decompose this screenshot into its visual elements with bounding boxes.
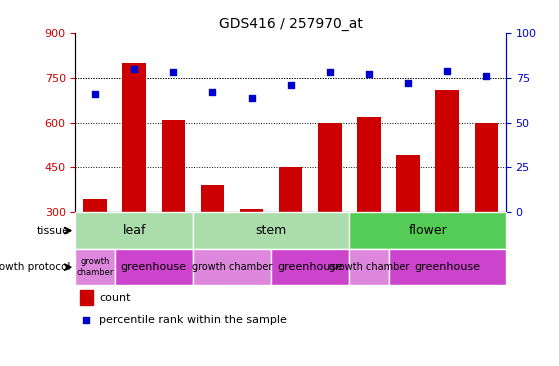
Text: GSM9228: GSM9228: [286, 216, 296, 263]
Point: [82, 317, 91, 323]
Text: GSM9226: GSM9226: [207, 216, 217, 263]
Bar: [162, 120, 185, 212]
Bar: [115, 249, 193, 285]
Bar: [122, 63, 146, 212]
Bar: [428, 212, 467, 282]
Bar: [349, 249, 389, 285]
Point: [404, 80, 413, 86]
Text: flower: flower: [408, 224, 447, 237]
Bar: [193, 249, 271, 285]
Bar: [279, 168, 302, 212]
Bar: [389, 212, 428, 282]
Bar: [232, 212, 271, 282]
Bar: [193, 212, 349, 249]
Bar: [75, 249, 115, 285]
Text: leaf: leaf: [122, 224, 146, 237]
Bar: [80, 290, 93, 305]
Text: GSM9230: GSM9230: [364, 216, 374, 262]
Point: [247, 94, 256, 100]
Bar: [475, 123, 498, 212]
Text: stem: stem: [255, 224, 287, 237]
Bar: [201, 185, 224, 212]
Text: percentile rank within the sample: percentile rank within the sample: [99, 315, 287, 325]
Text: tissue: tissue: [37, 225, 70, 236]
Text: GSM9232: GSM9232: [442, 216, 452, 263]
Point: [91, 91, 100, 97]
Text: GSM9229: GSM9229: [325, 216, 335, 263]
Bar: [389, 249, 506, 285]
Bar: [435, 90, 459, 212]
Bar: [83, 199, 107, 212]
Text: greenhouse: greenhouse: [121, 262, 187, 272]
Text: GSM9227: GSM9227: [247, 216, 257, 263]
Point: [443, 68, 452, 74]
Point: [325, 70, 334, 75]
Point: [364, 71, 373, 77]
Text: GSM9223: GSM9223: [90, 216, 100, 263]
Bar: [271, 249, 349, 285]
Bar: [115, 212, 154, 282]
Bar: [271, 212, 310, 282]
Point: [286, 82, 295, 88]
Bar: [310, 212, 349, 282]
Bar: [75, 212, 193, 249]
Bar: [240, 209, 263, 212]
Bar: [467, 212, 506, 282]
Title: GDS416 / 257970_at: GDS416 / 257970_at: [219, 16, 363, 30]
Text: growth chamber: growth chamber: [192, 262, 272, 272]
Bar: [349, 212, 506, 249]
Point: [208, 89, 217, 95]
Text: GSM9233: GSM9233: [481, 216, 491, 262]
Text: greenhouse: greenhouse: [414, 262, 480, 272]
Text: growth
chamber: growth chamber: [77, 257, 113, 277]
Bar: [318, 123, 342, 212]
Point: [130, 66, 139, 72]
Bar: [75, 212, 115, 282]
Point: [482, 73, 491, 79]
Text: growth protocol: growth protocol: [0, 262, 70, 272]
Text: growth chamber: growth chamber: [329, 262, 409, 272]
Bar: [154, 212, 193, 282]
Text: greenhouse: greenhouse: [277, 262, 343, 272]
Text: GSM9231: GSM9231: [403, 216, 413, 262]
Bar: [357, 117, 381, 212]
Point: [169, 70, 178, 75]
Text: count: count: [99, 293, 131, 303]
Bar: [193, 212, 232, 282]
Text: GSM9225: GSM9225: [168, 216, 178, 263]
Bar: [396, 156, 420, 212]
Bar: [349, 212, 389, 282]
Text: GSM9224: GSM9224: [129, 216, 139, 263]
